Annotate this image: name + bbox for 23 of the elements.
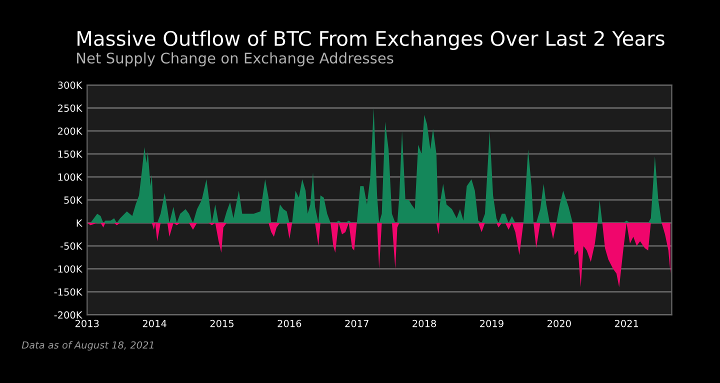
x-tick-label: 2020: [547, 320, 571, 328]
x-tick-label: 2021: [614, 320, 638, 328]
y-tick-label: -200K: [54, 311, 82, 319]
y-tick-label: -50K: [60, 242, 82, 250]
y-tick-label: 300K: [58, 82, 82, 89]
y-tick-label: 150K: [58, 150, 82, 158]
x-tick-label: 2015: [210, 320, 234, 328]
y-tick-label: 200K: [58, 127, 82, 135]
y-tick-label: -150K: [54, 288, 82, 296]
x-tick-label: 2014: [142, 320, 166, 328]
y-tick-label: 100K: [58, 173, 82, 181]
x-tick-label: 2018: [412, 320, 436, 328]
y-tick-label: 50K: [64, 196, 82, 204]
y-tick-label: -100K: [54, 265, 82, 273]
y-tick-label: 250K: [58, 104, 82, 112]
x-tick-label: 2013: [75, 320, 99, 328]
x-tick-label: 2017: [345, 320, 368, 328]
chart-subtitle: Net Supply Change on Exchange Addresses: [77, 52, 394, 66]
y-tick-label: K: [76, 220, 82, 227]
chart-title: Massive Outflow of BTC From Exchanges Over Last 2 Years: [78, 30, 664, 50]
x-tick-label: 2019: [480, 320, 504, 328]
text: Data as of August 18, 2021: [22, 341, 154, 351]
x-tick-label: 2016: [278, 320, 302, 328]
